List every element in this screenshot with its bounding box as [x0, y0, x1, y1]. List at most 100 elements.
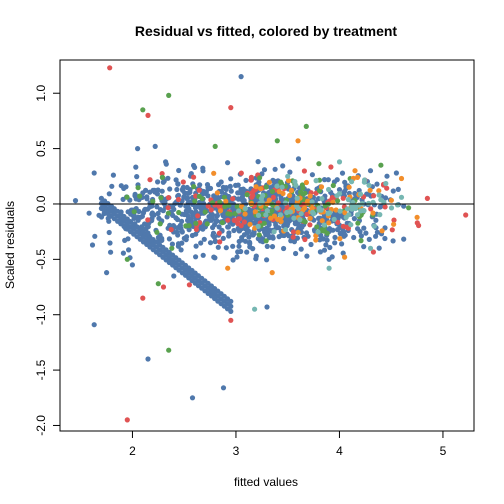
- data-point-group-1: [133, 164, 139, 170]
- data-point-group-3: [355, 220, 361, 226]
- data-point-group-3: [199, 196, 205, 202]
- data-point-group-1: [243, 177, 249, 183]
- y-tick-label: 0.5: [34, 140, 48, 157]
- data-point-group-5: [295, 206, 301, 212]
- data-points: [72, 65, 469, 423]
- data-point-group-1: [200, 168, 206, 174]
- outlier-point-group-3: [303, 123, 309, 129]
- data-point-group-3: [222, 204, 228, 210]
- data-point-group-3: [209, 200, 216, 206]
- data-point-group-5: [255, 212, 262, 218]
- data-point-group-1: [165, 175, 171, 181]
- data-point-group-5: [388, 205, 395, 211]
- data-point-group-1: [243, 223, 249, 229]
- outlier-point-group-1: [220, 385, 227, 391]
- data-point-group-1: [245, 228, 252, 234]
- data-point-group-5: [298, 211, 304, 217]
- data-point-group-1: [272, 166, 278, 172]
- data-point-group-2: [193, 226, 199, 232]
- data-point-group-1: [167, 222, 173, 228]
- data-point-group-1: [175, 232, 181, 238]
- data-point-group-1: [233, 182, 239, 188]
- data-point-group-1: [323, 242, 329, 248]
- data-point-group-1: [262, 229, 268, 235]
- data-point-group-2: [231, 217, 237, 223]
- outlier-point-group-1: [135, 146, 141, 152]
- data-point-group-1: [211, 254, 217, 260]
- data-point-group-2: [270, 194, 276, 200]
- data-point-group-5: [345, 197, 351, 203]
- data-point-group-1: [86, 210, 92, 216]
- data-point-group-1: [341, 188, 348, 195]
- outlier-point-group-2: [228, 317, 234, 323]
- data-point-group-1: [334, 177, 340, 183]
- data-point-group-2: [304, 211, 310, 217]
- data-point-group-1: [264, 257, 270, 263]
- data-point-group-1: [361, 225, 367, 231]
- x-tick-label: 4: [336, 444, 343, 458]
- data-point-group-4: [313, 237, 319, 243]
- y-tick-label: -1.5: [34, 359, 48, 380]
- data-point-group-2: [382, 204, 388, 210]
- data-point-group-3: [406, 205, 412, 211]
- data-point-group-5: [274, 205, 280, 211]
- y-tick-label: 1.0: [34, 85, 48, 102]
- data-point-group-5: [377, 212, 383, 218]
- data-point-group-1: [276, 234, 282, 240]
- data-point-group-1: [342, 232, 348, 238]
- data-point-group-1: [324, 237, 330, 243]
- data-point-group-3: [358, 238, 364, 244]
- outlier-point-group-4: [376, 188, 382, 194]
- data-point-group-5: [316, 207, 322, 213]
- data-point-group-5: [362, 177, 368, 183]
- data-point-group-4: [307, 215, 313, 221]
- data-point-group-5: [310, 209, 316, 215]
- data-point-group-1: [126, 247, 132, 253]
- data-point-group-1: [284, 231, 290, 237]
- data-point-group-5: [327, 210, 333, 216]
- data-point-group-3: [263, 238, 269, 244]
- data-point-group-1: [361, 244, 367, 250]
- data-point-group-4: [253, 184, 259, 190]
- data-point-group-3: [330, 182, 336, 189]
- data-point-group-1: [295, 156, 302, 162]
- data-point-group-2: [208, 207, 214, 213]
- data-point-group-1: [236, 190, 242, 196]
- data-point-group-1: [363, 230, 369, 236]
- data-point-group-1: [335, 227, 341, 233]
- data-point-group-3: [202, 209, 208, 215]
- data-point-group-1: [206, 214, 212, 220]
- data-point-group-2: [145, 217, 151, 223]
- outlier-point-group-5: [252, 306, 258, 312]
- data-point-group-1: [325, 177, 331, 183]
- data-point-group-1: [212, 238, 218, 245]
- x-axis: 2 3 4 5: [129, 431, 447, 458]
- data-point-group-1: [358, 233, 364, 239]
- data-point-group-3: [269, 208, 275, 214]
- data-point-group-5: [242, 205, 248, 212]
- data-point-group-1: [235, 249, 241, 255]
- data-point-group-1: [234, 254, 240, 260]
- data-point-group-1: [226, 230, 232, 236]
- data-point-group-1: [273, 225, 279, 231]
- data-point-group-4: [211, 170, 217, 176]
- data-point-group-1: [382, 235, 388, 242]
- data-point-group-5: [309, 199, 315, 205]
- data-point-group-1: [201, 236, 207, 242]
- data-point-group-2: [335, 219, 341, 225]
- data-point-group-1: [122, 237, 128, 243]
- data-point-group-1: [228, 188, 234, 194]
- data-point-group-1: [255, 159, 261, 165]
- data-point-group-1: [390, 238, 396, 244]
- data-point-group-1: [336, 187, 343, 193]
- outlier-point-group-1: [192, 164, 198, 170]
- data-point-group-2: [168, 227, 174, 233]
- data-point-group-4: [247, 221, 253, 227]
- data-point-group-1: [181, 194, 187, 200]
- data-point-group-4: [223, 198, 229, 204]
- data-point-group-2: [216, 204, 222, 210]
- data-point-group-1: [96, 212, 102, 218]
- data-point-group-1: [89, 242, 96, 248]
- data-point-group-1: [159, 235, 165, 242]
- data-point-group-5: [344, 206, 351, 212]
